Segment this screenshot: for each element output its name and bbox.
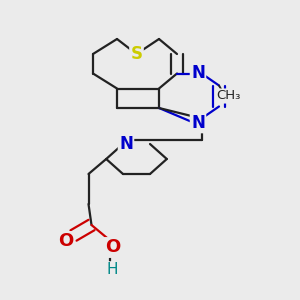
- Text: CH₃: CH₃: [216, 89, 240, 103]
- Text: N: N: [191, 114, 205, 132]
- Text: O: O: [58, 232, 74, 250]
- Text: H: H: [107, 262, 118, 278]
- Text: N: N: [191, 64, 205, 82]
- Text: O: O: [105, 238, 120, 256]
- Text: S: S: [130, 45, 142, 63]
- Text: N: N: [119, 135, 133, 153]
